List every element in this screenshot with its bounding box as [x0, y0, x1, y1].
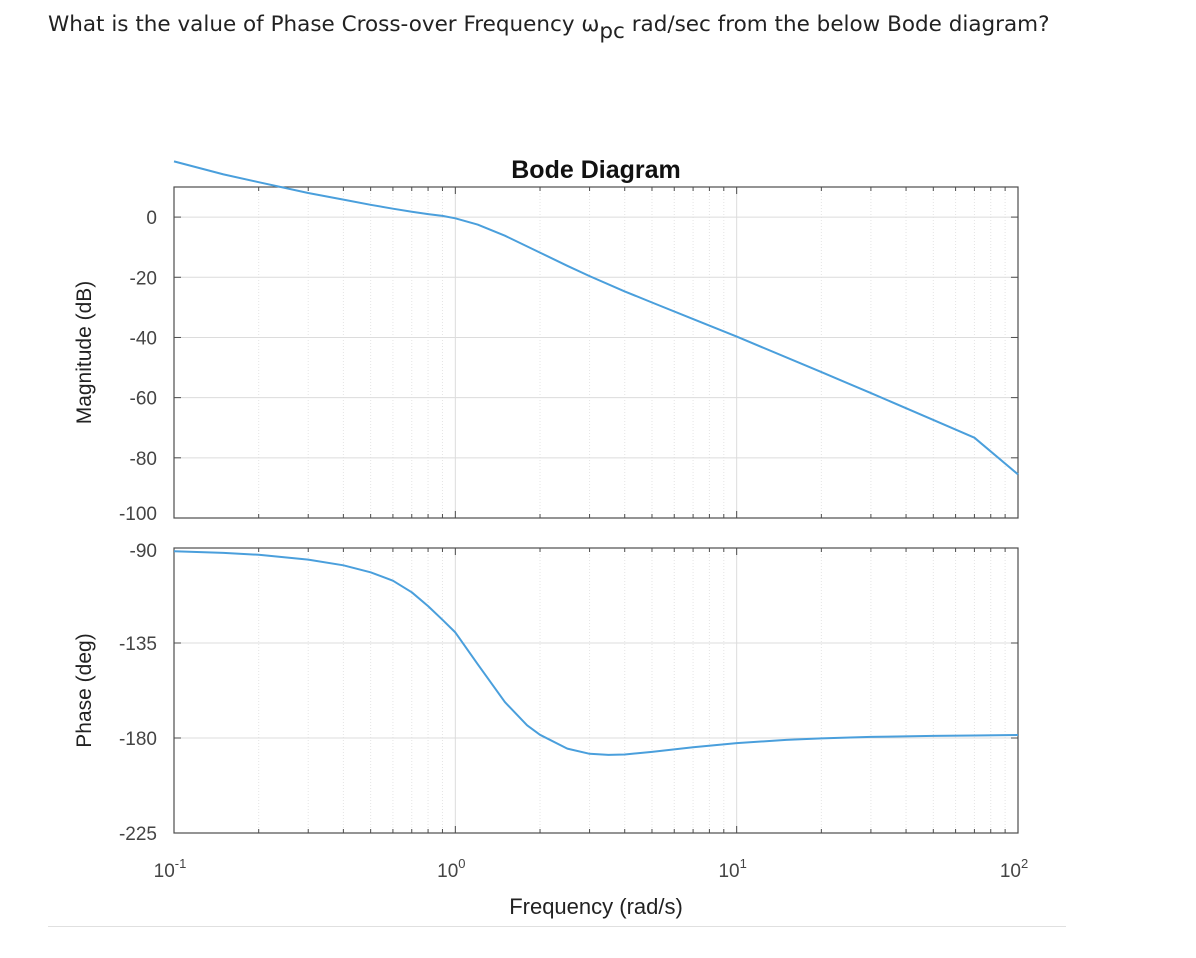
chart-title: Bode Diagram — [511, 156, 680, 184]
question-text-start: What is the value of Phase Cross-over Fr… — [48, 12, 600, 37]
magnitude-y-tick-label: -80 — [130, 449, 157, 470]
x-tick-label: 100 — [437, 856, 465, 882]
phase-y-tick-label: -90 — [130, 541, 157, 562]
question-text-end: rad/sec from the below Bode diagram? — [624, 12, 1050, 37]
question-text: What is the value of Phase Cross-over Fr… — [48, 12, 1188, 44]
x-tick-label: 10-1 — [154, 856, 187, 882]
phase-y-tick-label: -180 — [119, 729, 157, 750]
question-subscript: pc — [599, 19, 625, 44]
phase-y-axis-label: Phase (deg) — [73, 633, 96, 747]
phase-y-tick-label: -225 — [119, 824, 157, 845]
magnitude-y-axis-label: Magnitude (dB) — [73, 281, 96, 425]
x-tick-label: 102 — [1000, 856, 1028, 882]
magnitude-axes-box — [173, 186, 1019, 519]
phase-y-tick-label: -135 — [119, 634, 157, 655]
divider — [48, 926, 1066, 927]
magnitude-y-tick-label: 0 — [146, 208, 157, 229]
magnitude-series-line — [173, 160, 1019, 476]
phase-axes-box — [173, 547, 1019, 834]
x-tick-label: 101 — [718, 856, 746, 882]
magnitude-y-tick-label: -20 — [130, 268, 157, 289]
magnitude-y-tick-label: -40 — [130, 328, 157, 349]
magnitude-y-tick-label: -60 — [130, 389, 157, 410]
x-axis-label: Frequency (rad/s) — [509, 894, 683, 919]
phase-series-line — [173, 550, 1019, 756]
magnitude-y-tick-label: -100 — [119, 504, 157, 525]
